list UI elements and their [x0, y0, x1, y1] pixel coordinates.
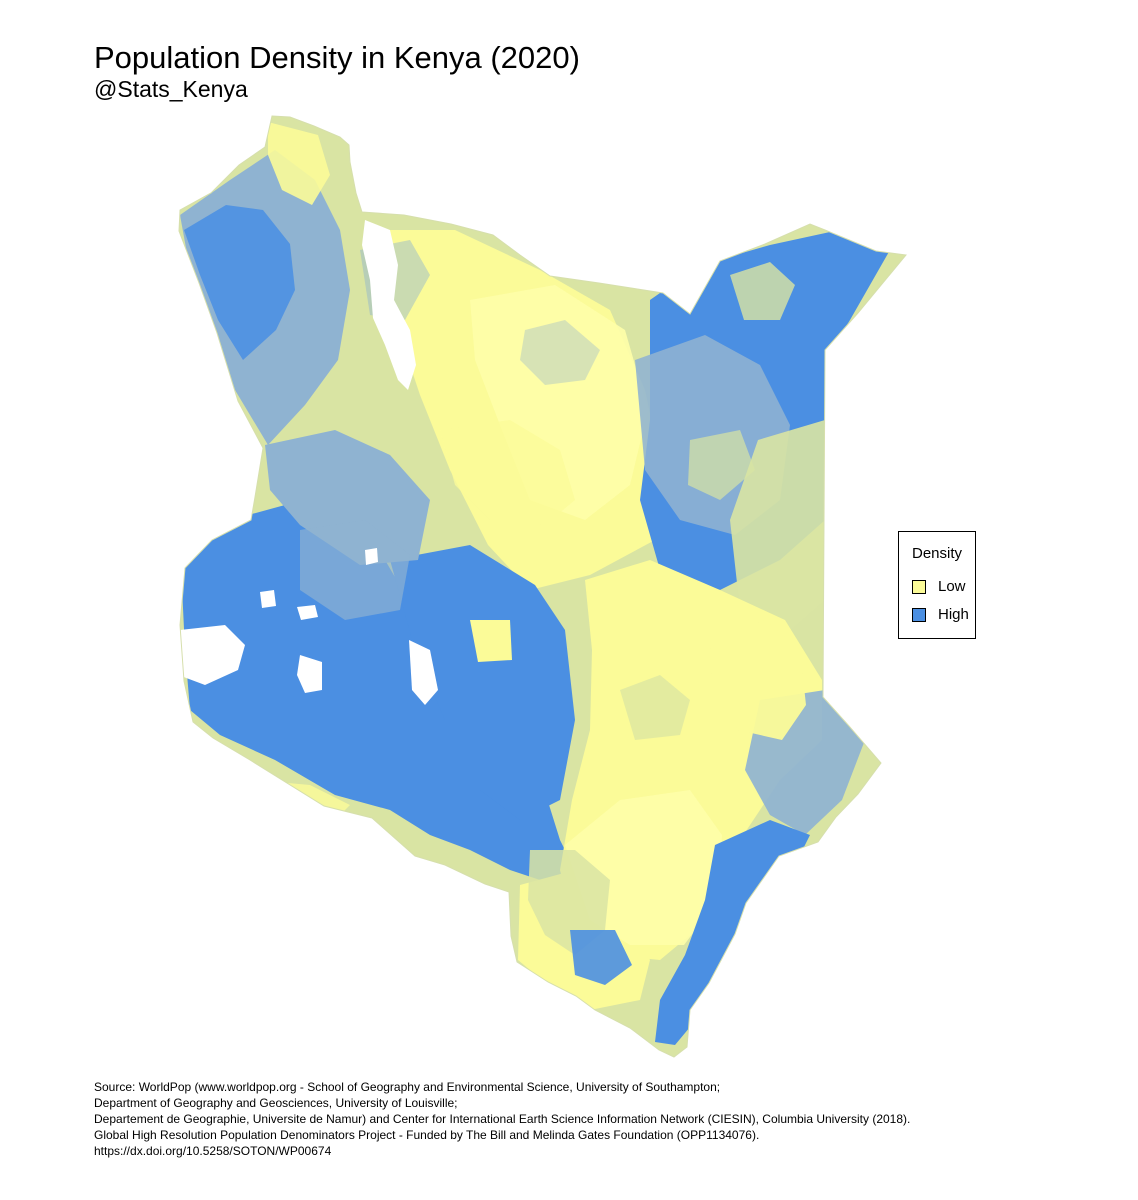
central-water-patch: [260, 590, 276, 608]
source-citation: Source: WorldPop (www.worldpop.org - Sch…: [94, 1079, 1094, 1159]
source-line: https://dx.doi.org/10.5258/SOTON/WP00674: [94, 1144, 332, 1158]
legend-title: Density: [912, 545, 963, 562]
north-central-water-patch: [365, 548, 378, 565]
rift-valley-water-patch-2: [297, 655, 322, 693]
central-western-mid-ring: [300, 520, 410, 620]
central-northern-low-ring: [440, 420, 575, 525]
northeast-low-patch: [730, 262, 795, 320]
central-mid-zone: [265, 430, 430, 565]
east-central-mid-patch: [688, 430, 755, 500]
source-line: Departement de Geographie, Universite de…: [94, 1112, 911, 1126]
north-central-mid-patch: [520, 320, 600, 385]
page-subtitle: @Stats_Kenya: [94, 76, 248, 102]
legend-item-high: High: [912, 606, 969, 624]
lake-turkana: [362, 220, 416, 390]
source-line: Department of Geography and Geosciences,…: [94, 1096, 458, 1110]
legend-label-low: Low: [938, 578, 966, 595]
map-legend: Density Low High: [898, 531, 976, 639]
western-water-patch: [297, 605, 318, 620]
rift-valley-water-patch-1: [409, 640, 438, 705]
south-east-mid-patch: [620, 675, 690, 740]
lake-victoria: [180, 625, 245, 685]
east-border-mid-zone: [730, 420, 825, 635]
low-density-swatch: [912, 580, 926, 594]
source-line: Source: WorldPop (www.worldpop.org - Sch…: [94, 1080, 721, 1094]
northwest-low-patch: [268, 122, 330, 205]
coastal-low-patch: [710, 620, 806, 740]
southern-mixed-ring: [528, 850, 610, 955]
high-density-swatch: [912, 608, 926, 622]
legend-label-high: High: [938, 606, 969, 623]
central-low-patch: [470, 620, 512, 662]
legend-item-low: Low: [912, 578, 966, 596]
southern-high-patch: [570, 930, 632, 985]
page-title: Population Density in Kenya (2020): [94, 40, 580, 75]
source-line: Global High Resolution Population Denomi…: [94, 1128, 760, 1142]
northwest-high-density: [184, 205, 295, 360]
central-high-density: [390, 545, 575, 820]
kenya-outline: [178, 115, 907, 1058]
